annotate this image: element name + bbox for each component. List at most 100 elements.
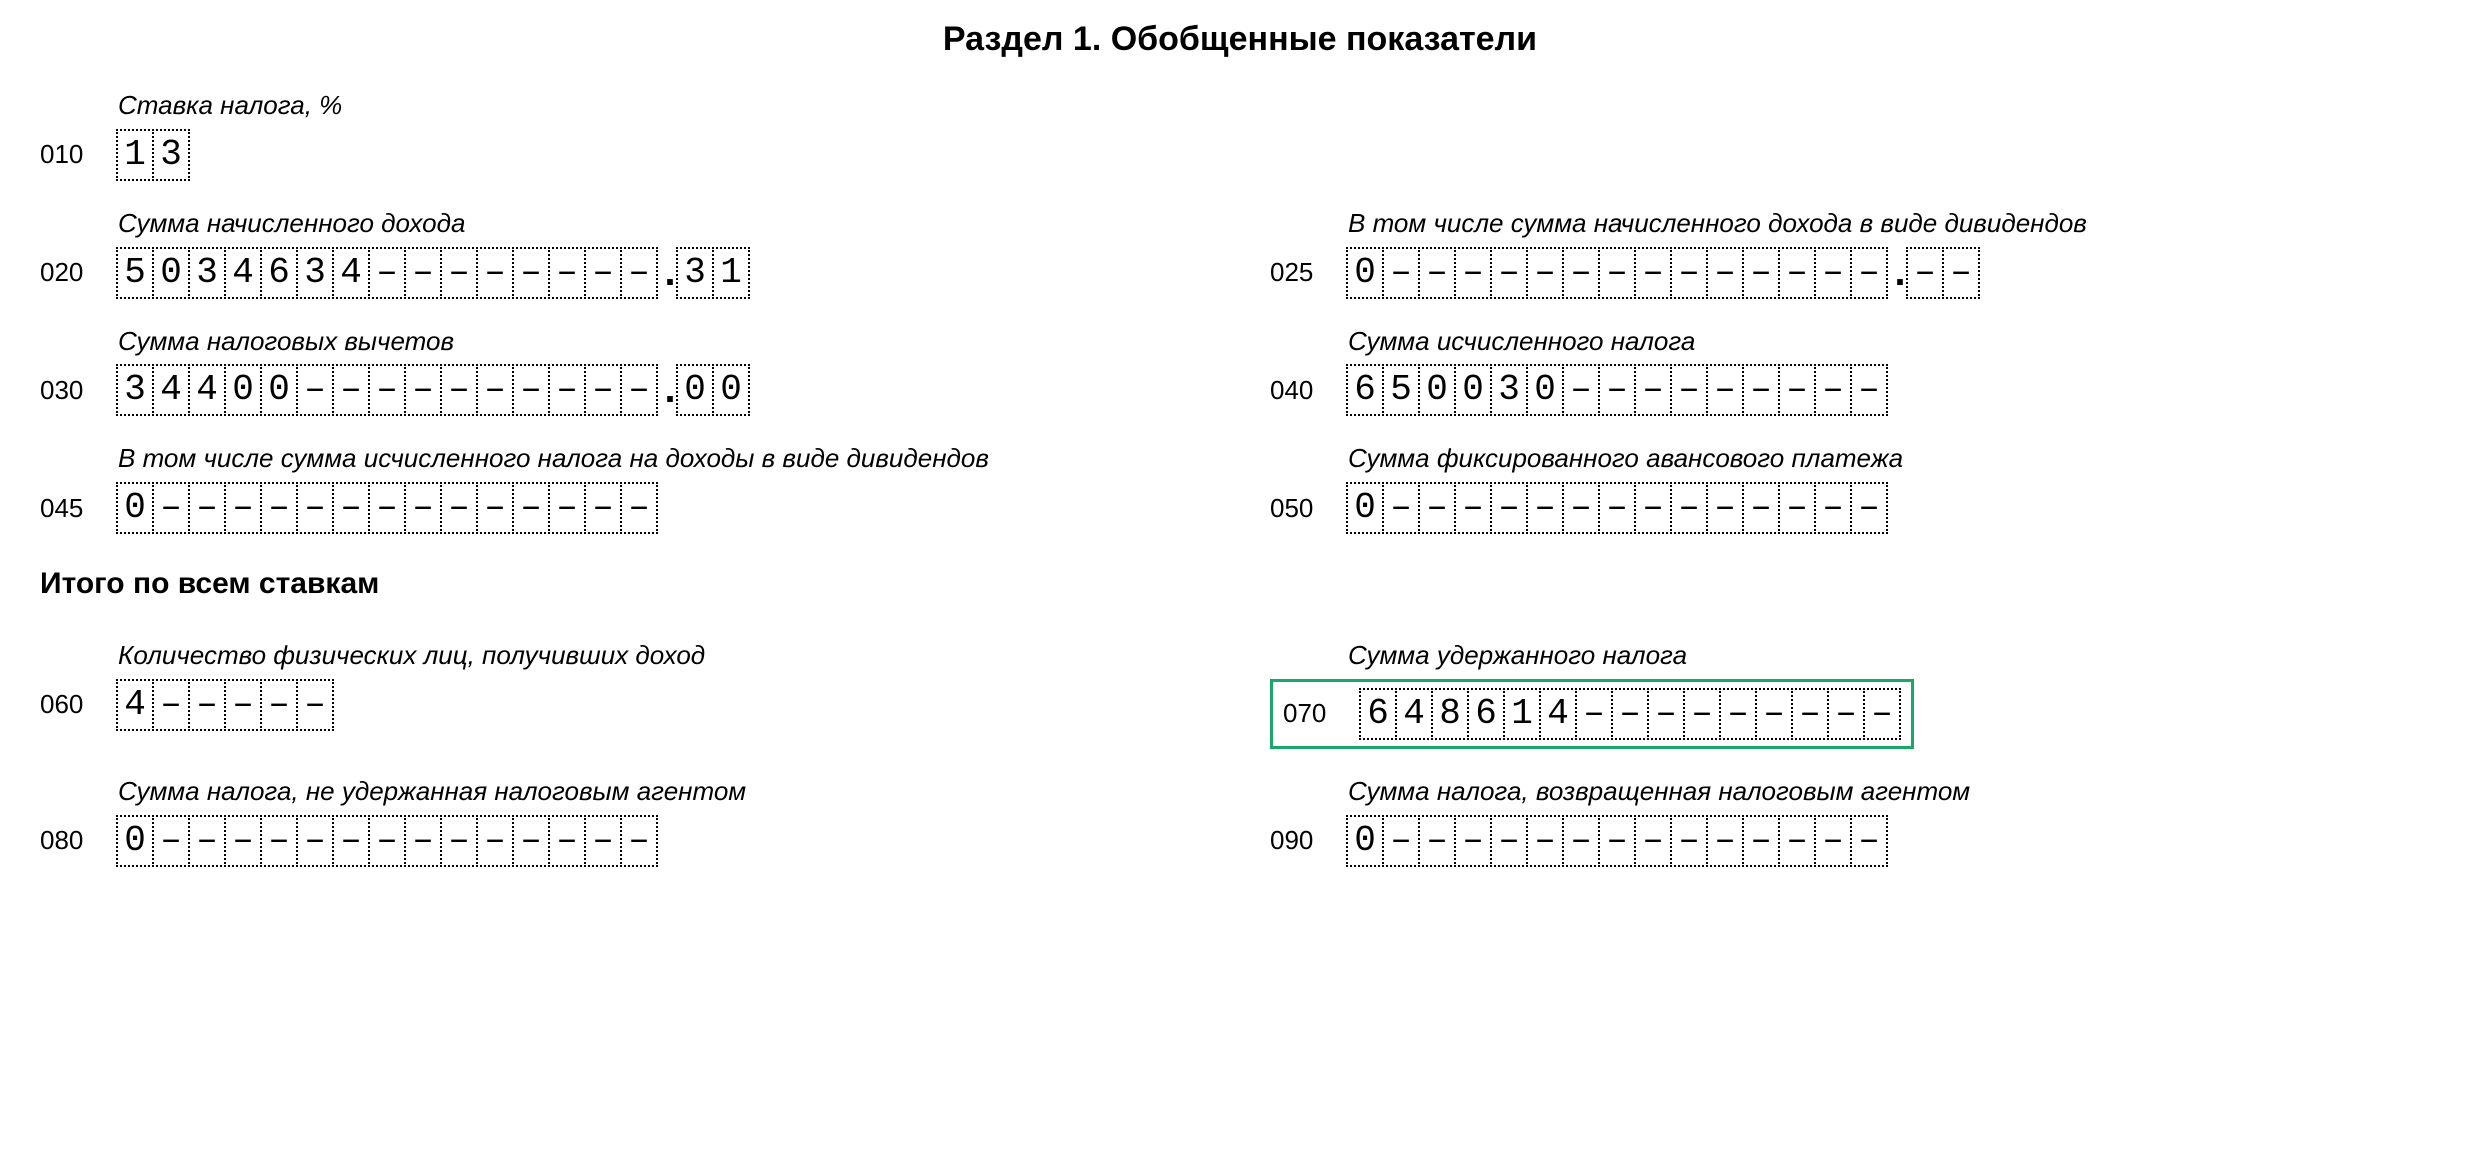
cell: 0 xyxy=(116,482,154,534)
cell: 3 xyxy=(152,129,190,181)
cell: 0 xyxy=(712,364,750,416)
cell: – xyxy=(404,815,442,867)
cell: – xyxy=(1778,815,1816,867)
row-040: 040650030––––––––– xyxy=(1270,364,2440,416)
cell: – xyxy=(548,482,586,534)
cell: – xyxy=(1670,482,1708,534)
cell: – xyxy=(1526,482,1564,534)
cell: – xyxy=(1706,815,1744,867)
cell: – xyxy=(152,679,190,731)
cell: – xyxy=(512,247,550,299)
field-code: 070 xyxy=(1283,698,1343,729)
cell: 3 xyxy=(296,247,334,299)
cell: – xyxy=(296,482,334,534)
cell: – xyxy=(152,815,190,867)
row-045: 0450–––––––––––––– xyxy=(40,482,1210,534)
cell: – xyxy=(1850,364,1888,416)
cell: 6 xyxy=(260,247,298,299)
label-040: Сумма исчисленного налога xyxy=(1270,325,2440,359)
cell: – xyxy=(1863,688,1901,740)
field-code: 080 xyxy=(40,825,100,856)
cell: – xyxy=(476,482,514,534)
cell: – xyxy=(512,815,550,867)
cell: 4 xyxy=(116,679,154,731)
cell: – xyxy=(548,815,586,867)
cell: 8 xyxy=(1431,688,1469,740)
cell: – xyxy=(1706,364,1744,416)
cell: – xyxy=(332,364,370,416)
cell: – xyxy=(1454,815,1492,867)
label-060: Количество физических лиц, получивших до… xyxy=(40,639,1210,673)
cell: 1 xyxy=(1503,688,1541,740)
cell: – xyxy=(1647,688,1685,740)
row-010: 010 13 xyxy=(40,129,2440,181)
cell: 0 xyxy=(1346,247,1384,299)
cell: – xyxy=(152,482,190,534)
cell: – xyxy=(1634,482,1672,534)
row-090: 0900–––––––––––––– xyxy=(1270,815,2440,867)
field-code: 010 xyxy=(40,139,100,170)
cell: – xyxy=(584,815,622,867)
cell: – xyxy=(476,815,514,867)
cell: – xyxy=(620,815,658,867)
cell: – xyxy=(584,247,622,299)
cell: 0 xyxy=(1418,364,1456,416)
cell: 0 xyxy=(1526,364,1564,416)
label-025: В том числе сумма начисленного дохода в … xyxy=(1270,207,2440,241)
cell: – xyxy=(332,815,370,867)
cell: – xyxy=(1850,247,1888,299)
decimal-dot: . xyxy=(658,364,678,416)
field-code: 020 xyxy=(40,257,100,288)
row-020: 0205034634––––––––.31 xyxy=(40,247,1210,299)
cell: 0 xyxy=(676,364,714,416)
cell: 0 xyxy=(260,364,298,416)
cell: – xyxy=(1719,688,1757,740)
field-code: 025 xyxy=(1270,257,1330,288)
label-030: Сумма налоговых вычетов xyxy=(40,325,1210,359)
cell: 1 xyxy=(116,129,154,181)
cell: – xyxy=(1598,247,1636,299)
cell: – xyxy=(1575,688,1613,740)
cell: – xyxy=(1683,688,1721,740)
decimal-dot: . xyxy=(1888,247,1908,299)
cell: – xyxy=(404,482,442,534)
cell: – xyxy=(1526,815,1564,867)
label-080: Сумма налога, не удержанная налоговым аг… xyxy=(40,775,1210,809)
cell: – xyxy=(1454,247,1492,299)
cell: – xyxy=(1670,247,1708,299)
cell: 4 xyxy=(188,364,226,416)
cell: – xyxy=(1814,482,1852,534)
field-code: 050 xyxy=(1270,493,1330,524)
cell: – xyxy=(332,482,370,534)
cell: – xyxy=(1526,247,1564,299)
cell: 1 xyxy=(712,247,750,299)
row-050: 0500–––––––––––––– xyxy=(1270,482,2440,534)
cell: 0 xyxy=(152,247,190,299)
label-045: В том числе сумма исчисленного налога на… xyxy=(40,442,1210,476)
cell: – xyxy=(512,482,550,534)
label-090: Сумма налога, возвращенная налоговым аге… xyxy=(1270,775,2440,809)
label-050: Сумма фиксированного авансового платежа xyxy=(1270,442,2440,476)
row-025: 0250––––––––––––––.–– xyxy=(1270,247,2440,299)
cell: – xyxy=(1742,364,1780,416)
cell: – xyxy=(1814,247,1852,299)
cell: – xyxy=(1490,247,1528,299)
cell: – xyxy=(296,815,334,867)
cell: – xyxy=(188,482,226,534)
cell: 3 xyxy=(1490,364,1528,416)
cell: – xyxy=(1562,482,1600,534)
cell: 5 xyxy=(116,247,154,299)
cell: – xyxy=(404,364,442,416)
cell: 0 xyxy=(1346,815,1384,867)
cell: 3 xyxy=(188,247,226,299)
cell: – xyxy=(1634,364,1672,416)
cell: – xyxy=(1814,815,1852,867)
cell: – xyxy=(260,815,298,867)
cell: – xyxy=(1850,815,1888,867)
cell: – xyxy=(1418,247,1456,299)
cell: – xyxy=(548,364,586,416)
cell: – xyxy=(1670,364,1708,416)
cell: – xyxy=(440,815,478,867)
cell: – xyxy=(512,364,550,416)
cell: – xyxy=(440,482,478,534)
